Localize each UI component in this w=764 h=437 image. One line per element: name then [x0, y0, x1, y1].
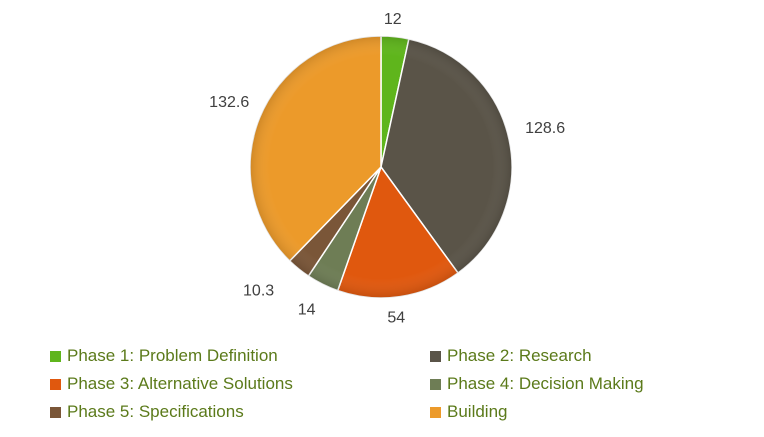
data-label-phase-2: 128.6: [525, 120, 565, 137]
legend-label-phase-3: Phase 3: Alternative Solutions: [67, 374, 293, 393]
legend-swatch-phase-5: [50, 406, 61, 418]
legend-item-phase-3: Phase 3: Alternative Solutions: [50, 372, 293, 396]
legend-swatch-phase-1: [50, 350, 61, 362]
legend-label-phase-4: Phase 4: Decision Making: [447, 374, 644, 393]
pie-slices: [249, 35, 513, 299]
legend-item-phase-4: Phase 4: Decision Making: [430, 372, 644, 396]
legend-label-building: Building: [447, 402, 508, 421]
legend-label-phase-1: Phase 1: Problem Definition: [67, 346, 278, 365]
data-label-phase-5: 10.3: [243, 283, 274, 300]
pie-chart: 12 128.6 54 14 10.3 132.6: [209, 11, 565, 326]
legend-item-building: Building: [430, 400, 508, 424]
legend-swatch-phase-4: [430, 378, 441, 390]
data-label-phase-3: 54: [387, 309, 405, 326]
legend-swatch-phase-3: [50, 378, 61, 390]
legend-item-phase-2: Phase 2: Research: [430, 344, 592, 368]
legend-swatch-building: [430, 406, 441, 418]
legend-item-phase-5: Phase 5: Specifications: [50, 400, 244, 424]
data-label-phase-4: 14: [298, 302, 316, 319]
legend-swatch-phase-2: [430, 350, 441, 362]
data-label-building: 132.6: [209, 94, 249, 111]
legend-label-phase-5: Phase 5: Specifications: [67, 402, 244, 421]
legend-item-phase-1: Phase 1: Problem Definition: [50, 344, 278, 368]
chart-legend: Phase 1: Problem Definition Phase 2: Res…: [0, 340, 764, 437]
data-label-phase-1: 12: [384, 11, 402, 28]
legend-label-phase-2: Phase 2: Research: [447, 346, 592, 365]
pie-data-labels: 12 128.6 54 14 10.3 132.6: [209, 11, 565, 326]
